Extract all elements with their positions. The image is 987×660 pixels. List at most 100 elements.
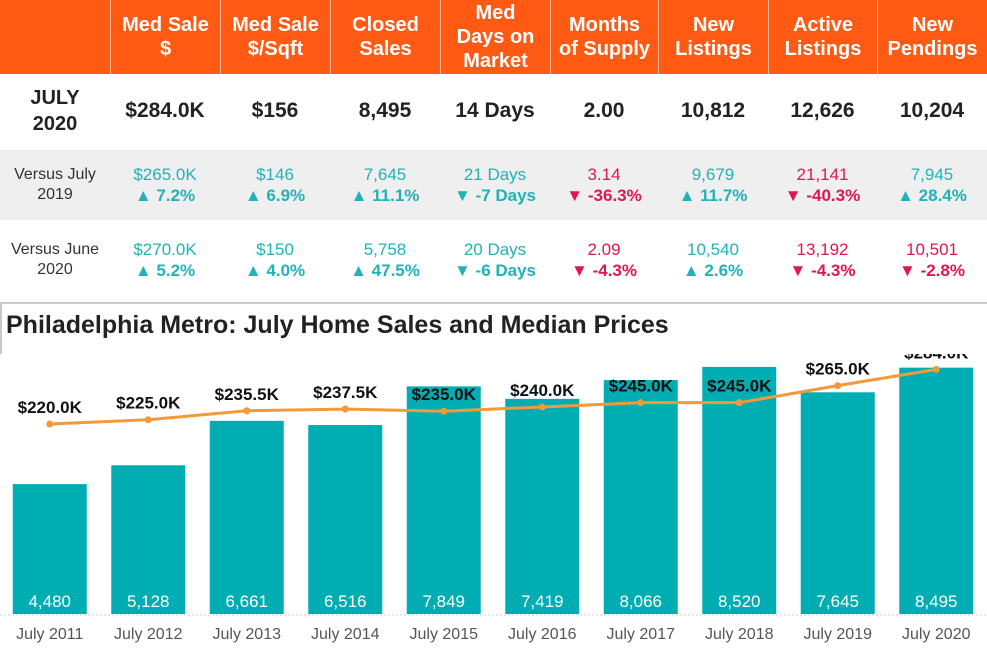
bar (800, 392, 875, 614)
bar-value-label: 8,495 (915, 592, 958, 611)
comparison-change: ▲ 11.1% (350, 186, 420, 205)
comparison-cell: 5,758 ▲ 47.5% (330, 220, 440, 300)
comparison-cell: 9,679 ▲ 11.7% (658, 150, 768, 220)
median-price-point (735, 399, 743, 407)
median-price-point (440, 407, 448, 415)
median-price-label: $240.0K (510, 381, 575, 400)
comparison-cell: $146 ▲ 6.9% (220, 150, 330, 220)
header-cell: Med Sale $ (110, 0, 220, 74)
comparison-value: $265.0K (133, 165, 197, 184)
comparison-value: 10,540 (687, 240, 739, 259)
comparison-cell: 10,540 ▲ 2.6% (658, 220, 768, 300)
bar (899, 367, 974, 614)
bar (505, 398, 580, 614)
header-label: Med (475, 2, 516, 24)
header-label: Med Sale (232, 14, 319, 36)
bar-value-label: 6,516 (324, 592, 367, 611)
header-label: $ (159, 38, 172, 60)
x-tick-label: July 2013 (213, 626, 282, 643)
bar (702, 366, 777, 614)
median-price-label: $237.5K (313, 383, 378, 402)
comparison-change: ▲ 5.2% (134, 261, 196, 280)
comparison-change: ▲ 4.0% (244, 261, 306, 280)
comparison-value: 21 Days (463, 165, 527, 184)
current-value: 8,495 (358, 99, 412, 122)
median-price-point (243, 407, 251, 415)
bar (406, 386, 481, 614)
header-cell: Med Sale $/Sqft (220, 0, 330, 74)
market-stats-table: Med Sale $ Med Sale $/Sqft Closed Sales Med Day… (0, 0, 987, 300)
row-label: JULY 2020 (0, 74, 110, 148)
row-label-line: 2020 (32, 113, 78, 135)
current-value: 2.00 (583, 99, 625, 122)
comparison-change: ▲ 11.7% (678, 186, 748, 205)
comparison-value: 9,679 (691, 165, 735, 184)
comparison-cell: 7,645 ▲ 11.1% (330, 150, 440, 220)
bar-value-label: 8,066 (619, 592, 662, 611)
header-label: New (911, 14, 954, 36)
comparison-value: 3.14 (587, 165, 621, 184)
bar-value-label: 5,128 (127, 592, 170, 611)
chart-divider (0, 302, 987, 304)
comparison-cell: 7,945 ▲ 28.4% (877, 150, 987, 220)
comparison-change: ▲ 7.2% (134, 186, 196, 205)
chart-divider-vertical (0, 302, 2, 354)
median-price-label: $245.0K (707, 377, 772, 396)
header-cell: Active Listings (768, 0, 877, 74)
header-label: Listings (675, 38, 752, 60)
current-value: 12,626 (790, 99, 855, 122)
comparison-value: 2.09 (587, 240, 621, 259)
row-label: Versus July 2019 (0, 150, 110, 220)
comparison-cell: 2.09 ▼ -4.3% (550, 220, 658, 300)
x-tick-label: July 2020 (902, 626, 971, 643)
bar-value-label: 7,645 (816, 592, 859, 611)
comparison-value: 21,141 (796, 165, 849, 184)
comparison-value: 13,192 (796, 240, 849, 259)
comparison-change: ▲ 6.9% (244, 186, 306, 205)
comparison-value: 7,945 (910, 165, 954, 184)
row-label-line: Versus July (14, 166, 96, 183)
row-label-line: JULY (30, 87, 80, 109)
chart-title: Philadelphia Metro: July Home Sales and … (6, 311, 669, 339)
row-label-line: 2020 (37, 261, 73, 278)
x-tick-label: July 2015 (410, 626, 479, 643)
median-price-label: $245.0K (609, 377, 674, 396)
current-value: $284.0K (125, 99, 205, 122)
current-value: 14 Days (455, 99, 535, 122)
header-cell: Closed Sales (330, 0, 440, 74)
comparison-value: 7,645 (363, 165, 407, 184)
x-tick-label: July 2011 (16, 626, 83, 643)
bar-value-label: 7,849 (422, 592, 465, 611)
comparison-change: ▲ 28.4% (897, 186, 967, 205)
versus-june-2020-row: Versus June 2020 $270.0K ▲ 5.2% $150 ▲ 4.0% 5,… (0, 220, 987, 300)
row-label: Versus June 2020 (0, 220, 110, 300)
comparison-cell: $265.0K ▲ 7.2% (110, 150, 220, 220)
median-price-label: $220.0K (18, 398, 83, 417)
comparison-value: 5,758 (363, 240, 407, 259)
header-label: $/Sqft (247, 38, 304, 60)
x-tick-label: July 2017 (607, 626, 676, 643)
bar (12, 484, 87, 614)
current-month-row: JULY 2020 $284.0K $156 8,495 14 Days 2.00 10,81… (0, 74, 987, 148)
comparison-cell: 3.14 ▼ -36.3% (550, 150, 658, 220)
median-price-point (538, 403, 546, 411)
x-tick-label: July 2019 (804, 626, 873, 643)
header-label: Market (463, 50, 528, 72)
comparison-change: ▼ -2.8% (899, 261, 965, 280)
comparison-change: ▼ -4.3% (571, 261, 637, 280)
comparison-change: ▼ -4.3% (789, 261, 856, 280)
header-cell: New Pendings (877, 0, 987, 74)
comparison-cell: $270.0K ▲ 5.2% (110, 220, 220, 300)
header-cell: Med Days on Market (440, 0, 550, 74)
median-price-point (46, 420, 54, 428)
header-label: of Supply (558, 38, 651, 60)
versus-july-2019-row: Versus July 2019 $265.0K ▲ 7.2% $146 ▲ 6.9% 7,… (0, 150, 987, 220)
header-label: Sales (359, 38, 412, 60)
header-label: Closed (352, 14, 419, 36)
current-value: $156 (251, 99, 299, 122)
header-label: Days on (456, 26, 535, 48)
median-price-point (144, 416, 152, 424)
comparison-change: ▼ -36.3% (566, 186, 642, 205)
median-price-label: $235.5K (215, 385, 280, 404)
header-label: Med Sale (122, 14, 209, 36)
